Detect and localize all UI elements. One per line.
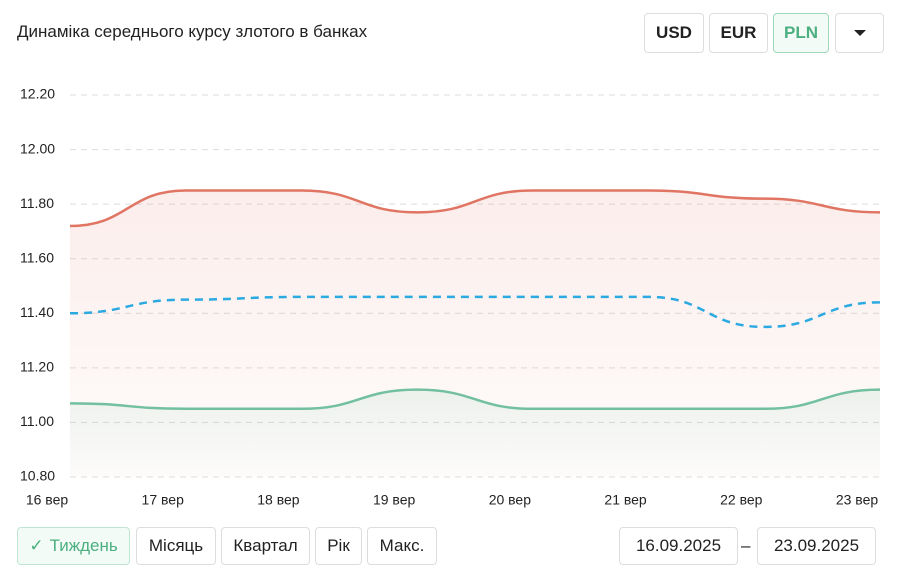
period-button[interactable]: Рік	[315, 527, 362, 565]
line	[69, 189, 881, 228]
y-tick-label: 11.20	[20, 359, 54, 375]
x-tick-label: 17 вер	[142, 492, 185, 508]
currency-button[interactable]: USD	[644, 13, 704, 53]
period-button[interactable]: Місяць	[136, 527, 216, 565]
y-tick-label: 12.20	[20, 86, 55, 102]
y-tick-label: 11.80	[20, 195, 54, 211]
y-tick-label: 11.60	[20, 249, 54, 265]
y-tick-label: 10.80	[20, 468, 55, 484]
y-tick-label: 11.40	[20, 304, 54, 320]
dropdown-icon	[853, 30, 866, 36]
area	[70, 389, 880, 477]
date-separator: –	[741, 536, 751, 555]
period-label: Тиждень	[49, 536, 118, 555]
currency-button[interactable]: EUR	[709, 13, 768, 53]
area	[70, 190, 880, 477]
period-button[interactable]: Квартал	[221, 527, 310, 565]
x-tick-label: 21 вер	[604, 492, 647, 508]
date-input[interactable]: 23.09.2025	[757, 527, 876, 565]
y-tick-label: 12.00	[20, 140, 55, 156]
x-tick-label: 23 вер	[836, 492, 879, 508]
period-button[interactable]: ✓ Тиждень	[17, 527, 130, 565]
chart-title: Динаміка середнього курсу злотого в банк…	[17, 22, 368, 41]
y-tick-label: 11.00	[20, 413, 54, 429]
check-icon: ✓	[29, 536, 44, 555]
line	[69, 295, 881, 329]
date-input[interactable]: 16.09.2025	[619, 527, 738, 565]
x-tick-label: 18 вер	[257, 492, 300, 508]
dropdown-button[interactable]	[835, 13, 884, 53]
x-tick-label: 19 вер	[373, 492, 416, 508]
x-tick-label: 22 вер	[720, 492, 763, 508]
x-tick-label: 20 вер	[489, 492, 532, 508]
currency-button[interactable]: PLN	[773, 13, 829, 53]
line	[69, 388, 881, 411]
period-button[interactable]: Макс.	[367, 527, 437, 565]
chart: 10.80 11.00 11.20 11.40 11.60 11.80 12.00 12.20…	[20, 86, 881, 508]
x-tick-label: 16 вер	[26, 492, 69, 508]
